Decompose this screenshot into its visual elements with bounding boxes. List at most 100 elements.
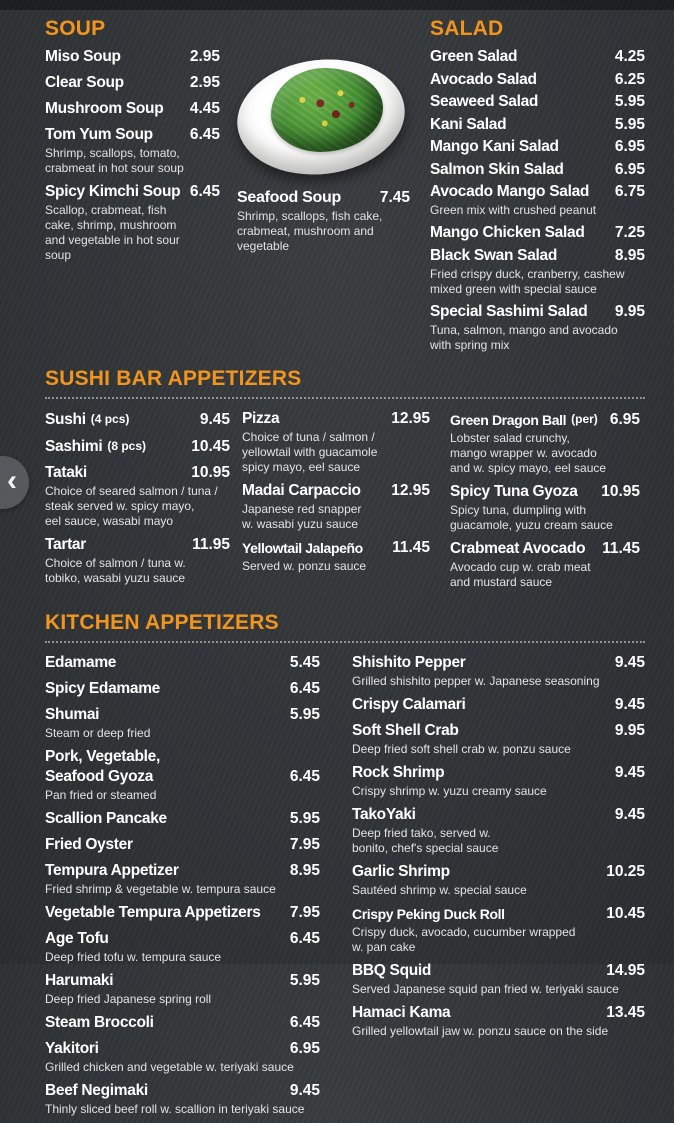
item-name: Tempura Appetizer (45, 861, 179, 879)
item-name: Miso Soup (45, 48, 121, 65)
item-price: 6.45 (289, 929, 320, 947)
section-title-kitchen: KITCHEN APPETIZERS (45, 610, 279, 634)
top-shadow (0, 0, 674, 10)
menu-item: Crispy Calamari 9.45 (352, 695, 645, 715)
item-name: Edamame (45, 653, 117, 671)
item-name: Kani Salad (430, 115, 507, 133)
item-name: Mango Chicken Salad (430, 224, 585, 241)
item-name: Mushroom Soup (45, 100, 164, 117)
item-description: Tuna, salmon, mango and avocado with spr… (430, 322, 618, 352)
item-description: Thinly sliced beef roll w. scallion in t… (45, 1101, 305, 1116)
menu-item: Hamaci Kama 13.45 Grilled yellowtail jaw w… (352, 1003, 645, 1039)
menu-item: Age Tofu 6.45 Deep fried tofu w. tempura s… (45, 929, 320, 965)
item-name: Salmon Skin Salad (430, 160, 564, 178)
menu-item: Green Dragon Ball (per) 6.95 Lobster salad … (450, 409, 640, 476)
item-name: Tom Yum Soup (45, 126, 153, 143)
item-description: Green mix with crushed peanut (430, 203, 597, 217)
seaweed-salad-photo (230, 50, 412, 184)
menu-item: Garlic Shrimp 10.25 Sautéed shrimp w. spec… (352, 862, 645, 898)
item-description: Avocado cup w. crab meat and mustard sau… (450, 559, 591, 589)
item-price: 6.95 (289, 1039, 320, 1057)
item-price: 5.95 (289, 809, 320, 827)
item-name: Yakitori (45, 1039, 99, 1057)
menu-item: Yakitori 6.95 Grilled chicken and vegetabl… (45, 1039, 320, 1075)
item-name: Vegetable Tempura Appetizers (45, 903, 261, 921)
item-price: 6.95 (614, 160, 645, 178)
menu-item: Pizza 12.95 Choice of tuna / salmon / yell… (242, 409, 430, 475)
menu-item: Edamame 5.45 (45, 653, 320, 673)
item-price: 7.45 (379, 189, 410, 206)
menu-item: Spicy Tuna Gyoza 10.95 Spicy tuna, dumplin… (450, 482, 640, 533)
item-name: Garlic Shrimp (352, 862, 450, 880)
menu-item: Mango Kani Salad 6.95 (430, 137, 645, 157)
item-price: 4.25 (614, 48, 645, 65)
item-price: 9.45 (614, 653, 645, 671)
menu-item: Avocado Salad 6.25 (430, 70, 645, 90)
item-name: Madai Carpaccio (242, 481, 361, 499)
item-name: Tartar (45, 535, 86, 553)
item-description: Fried crispy duck, cranberry, cashew mix… (430, 266, 625, 296)
item-price: 10.45 (606, 904, 645, 922)
menu-item: Crispy Peking Duck Roll 10.45 Crispy duck,… (352, 904, 645, 955)
item-description: Choice of salmon / tuna w. tobiko, wasab… (45, 555, 186, 585)
menu-item: Clear Soup 2.95 (45, 73, 220, 93)
item-description: Pan fried or steamed (45, 787, 157, 802)
item-name: Crabmeat Avocado (450, 539, 586, 557)
item-price: 8.95 (289, 861, 320, 879)
item-description: Grilled yellowtail jaw w. ponzu sauce on… (352, 1023, 609, 1038)
item-price: 10.25 (606, 862, 645, 880)
top-section: SOUP Miso Soup 2.95 Clear Soup 2.95 Mushro… (45, 16, 645, 358)
item-price: 6.95 (614, 138, 645, 155)
menu-item: Spicy Kimchi Soup 6.45 Scallop, crabmeat, … (45, 182, 220, 263)
item-name: Avocado Mango Salad (430, 183, 590, 200)
item-price: 7.95 (289, 835, 320, 853)
item-description: Sautéed shrimp w. special sauce (352, 882, 527, 897)
menu-item: Vegetable Tempura Appetizers 7.95 (45, 903, 320, 923)
item-price: 8.95 (614, 246, 645, 264)
menu-item: Madai Carpaccio 12.95 Japanese red snapper… (242, 481, 430, 532)
item-price: 13.45 (606, 1003, 645, 1021)
center-column: Seafood Soup 7.45 Shrimp, scallops, fish … (230, 16, 420, 358)
item-description: Deep fried Japanese spring roll (45, 991, 212, 1006)
menu-page: SOUP Miso Soup 2.95 Clear Soup 2.95 Mushro… (45, 16, 645, 1116)
sushi-column-2: Pizza 12.95 Choice of tuna / salmon / yell… (242, 409, 430, 596)
menu-item: Shumai 5.95 Steam or deep fried (45, 705, 320, 741)
menu-item: Yellowtail Jalapeño 11.45 Served w. ponzu … (242, 538, 430, 574)
item-name: Harumaki (45, 971, 114, 989)
item-description: Grilled shishito pepper w. Japanese seas… (352, 673, 600, 688)
item-price: 6.25 (614, 70, 645, 88)
item-price: 11.45 (602, 539, 640, 557)
item-name: Hamaci Kama (352, 1003, 451, 1021)
item-name: Mango Kani Salad (430, 138, 559, 155)
item-description: Deep fried tako, served w. bonito, chef'… (352, 825, 499, 855)
menu-item: Mango Chicken Salad 7.25 (430, 223, 645, 243)
seaweed-salad (271, 68, 383, 152)
item-price: 6.45 (289, 679, 320, 697)
menu-item: Avocado Mango Salad 6.75 Green mix with cr… (430, 182, 645, 218)
item-name: Spicy Edamame (45, 679, 160, 697)
item-name: Shumai (45, 705, 100, 723)
item-price: 6.45 (189, 126, 220, 143)
menu-item: Black Swan Salad 8.95 Fried crispy duck, c… (430, 246, 645, 297)
item-name: Age Tofu (45, 929, 109, 947)
item-name: Shishito Pepper (352, 653, 466, 671)
menu-item: Tartar 11.95 Choice of salmon / tuna w. to… (45, 535, 230, 586)
section-title-soup: SOUP (45, 17, 106, 40)
menu-item: Crabmeat Avocado 11.45 Avocado cup w. crab… (450, 539, 640, 590)
item-qualifier: (4 pcs) (90, 411, 130, 426)
menu-item: Miso Soup 2.95 (45, 47, 220, 67)
menu-item: Green Salad 4.25 (430, 47, 645, 67)
item-name: Spicy Tuna Gyoza (450, 482, 578, 500)
item-description: Lobster salad crunchy, mango wrapper w. … (450, 430, 607, 475)
item-price: 2.95 (189, 48, 220, 65)
item-name: Avocado Salad (430, 70, 537, 88)
menu-item: Spicy Edamame 6.45 (45, 679, 320, 699)
menu-item: Seafood Soup 7.45 Shrimp, scallops, fish … (237, 188, 420, 254)
item-price: 6.75 (614, 183, 645, 200)
item-description: Served Japanese squid pan fried w. teriy… (352, 981, 619, 996)
item-name: Black Swan Salad (430, 246, 558, 264)
item-price: 5.45 (289, 653, 320, 671)
section-title-salad: SALAD (430, 17, 504, 40)
item-price: 2.95 (189, 74, 220, 91)
item-price: 10.95 (191, 463, 230, 481)
